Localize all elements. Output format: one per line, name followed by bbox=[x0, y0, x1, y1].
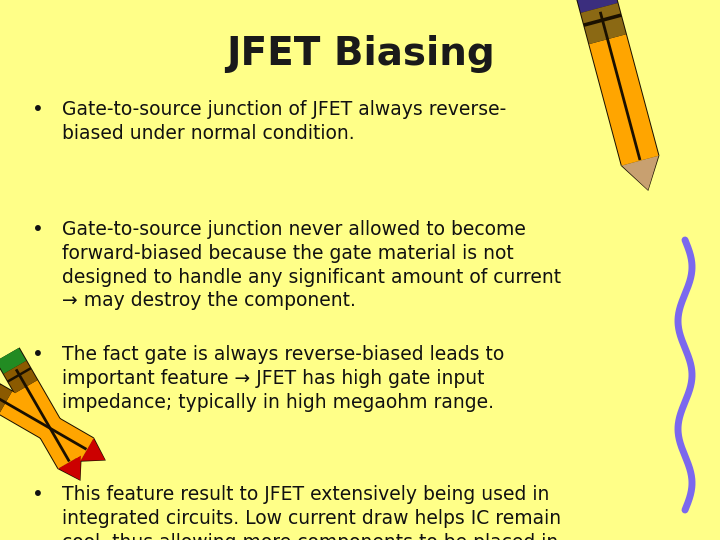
Text: Gate-to-source junction never allowed to become
forward-biased because the gate : Gate-to-source junction never allowed to… bbox=[62, 220, 561, 310]
Polygon shape bbox=[575, 0, 660, 166]
Polygon shape bbox=[0, 348, 26, 374]
Polygon shape bbox=[0, 370, 94, 462]
Polygon shape bbox=[581, 3, 621, 23]
Text: •: • bbox=[32, 485, 44, 504]
Polygon shape bbox=[58, 455, 81, 480]
Text: Gate-to-source junction of JFET always reverse-
biased under normal condition.: Gate-to-source junction of JFET always r… bbox=[62, 100, 506, 143]
Text: This feature result to JFET extensively being used in
integrated circuits. Low c: This feature result to JFET extensively … bbox=[62, 485, 561, 540]
Polygon shape bbox=[81, 438, 105, 461]
Text: The fact gate is always reverse-biased leads to
important feature → JFET has hig: The fact gate is always reverse-biased l… bbox=[62, 345, 504, 411]
Polygon shape bbox=[589, 34, 659, 166]
Text: •: • bbox=[32, 220, 44, 239]
Polygon shape bbox=[0, 384, 12, 414]
Polygon shape bbox=[4, 361, 30, 380]
Polygon shape bbox=[0, 392, 94, 461]
Text: •: • bbox=[32, 100, 44, 119]
Text: JFET Biasing: JFET Biasing bbox=[225, 35, 495, 73]
Polygon shape bbox=[621, 156, 660, 191]
Polygon shape bbox=[58, 455, 82, 481]
Polygon shape bbox=[0, 347, 82, 469]
Polygon shape bbox=[80, 437, 106, 462]
Polygon shape bbox=[9, 369, 37, 393]
Polygon shape bbox=[585, 17, 626, 44]
Polygon shape bbox=[622, 156, 659, 190]
Text: •: • bbox=[32, 345, 44, 364]
Polygon shape bbox=[15, 380, 81, 469]
Polygon shape bbox=[575, 0, 618, 13]
